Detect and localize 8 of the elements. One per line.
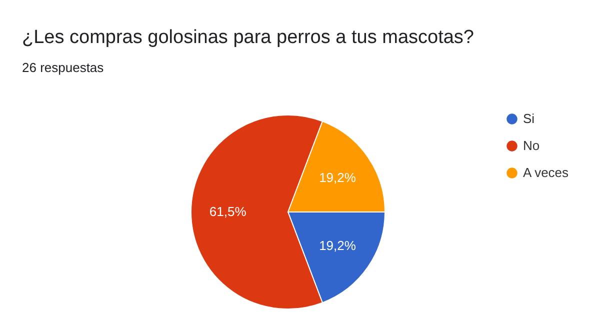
legend-label: No: [523, 138, 540, 153]
data-label: 61,5%: [209, 204, 247, 219]
chart-title: ¿Les compras golosinas para perros a tus mascotas?: [22, 27, 474, 48]
text: 26 respuestas: [22, 60, 104, 75]
legend-label: Si: [523, 111, 535, 126]
legend-label: A veces: [523, 165, 570, 180]
data-label: 19,2%: [319, 170, 356, 185]
data-label: 19,2%: [319, 238, 356, 254]
